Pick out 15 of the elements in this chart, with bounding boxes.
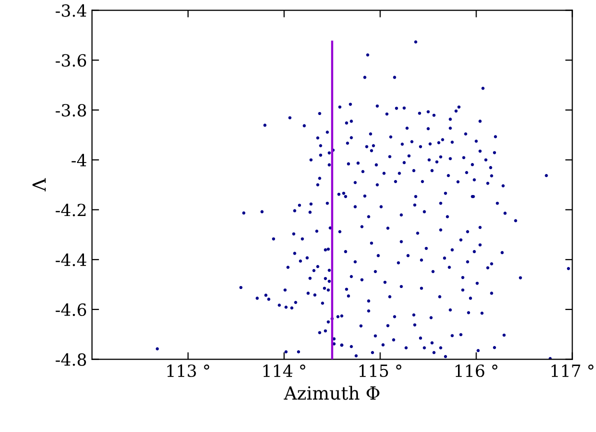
x-tick-label: 114 ° (263, 364, 306, 377)
y-tick-label: -4.4 (56, 254, 86, 266)
y-tick-label: -4.2 (56, 204, 86, 216)
y-tick-label: -4 (72, 154, 86, 166)
x-tick-label: 115 ° (359, 364, 402, 378)
y-tick-label: -3.4 (56, 4, 86, 17)
y-tick-label: -3.8 (56, 104, 86, 117)
x-tick-label: 116 ° (456, 364, 498, 378)
y-tick-label: -3.6 (56, 54, 86, 67)
y-tick-label: -4.6 (56, 303, 86, 316)
x-axis-title: Azimuth Φ (284, 386, 380, 400)
y-axis-title: Λ (32, 178, 46, 192)
x-tick-label: 113 ° (167, 364, 210, 378)
y-tick-label: -4.8 (56, 353, 86, 366)
x-tick-label: 117 ° (552, 364, 594, 377)
